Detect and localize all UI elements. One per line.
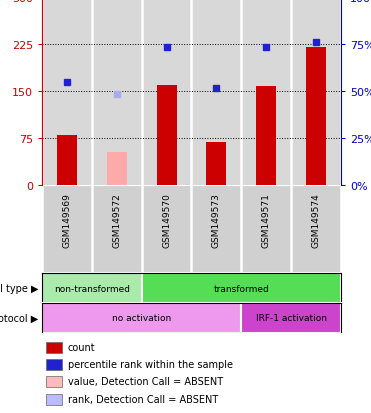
Text: GSM149574: GSM149574 (312, 192, 321, 247)
Text: value, Detection Call = ABSENT: value, Detection Call = ABSENT (68, 376, 223, 387)
Text: count: count (68, 342, 96, 352)
Bar (46, 394, 62, 405)
Text: cell type ▶: cell type ▶ (0, 283, 38, 293)
Text: rank, Detection Call = ABSENT: rank, Detection Call = ABSENT (68, 394, 218, 404)
Text: GSM149571: GSM149571 (262, 192, 271, 247)
Bar (46, 342, 62, 353)
Text: GSM149572: GSM149572 (112, 192, 121, 247)
Bar (46, 376, 62, 387)
Text: percentile rank within the sample: percentile rank within the sample (68, 359, 233, 369)
Bar (256, 87, 276, 185)
Bar (42, 273, 142, 303)
Bar (306, 48, 326, 185)
Text: no activation: no activation (112, 314, 171, 323)
Text: non-transformed: non-transformed (54, 284, 130, 293)
Bar (157, 85, 177, 185)
Bar (241, 303, 341, 333)
Text: GSM149573: GSM149573 (212, 192, 221, 247)
Text: GSM149570: GSM149570 (162, 192, 171, 247)
Text: GSM149569: GSM149569 (62, 192, 71, 247)
Bar (57, 135, 77, 185)
Bar (142, 273, 341, 303)
Text: protocol ▶: protocol ▶ (0, 313, 38, 323)
Bar (107, 153, 127, 185)
Text: IRF-1 activation: IRF-1 activation (256, 314, 327, 323)
Bar (206, 143, 226, 185)
Text: transformed: transformed (213, 284, 269, 293)
Bar (42, 303, 241, 333)
Bar (46, 359, 62, 370)
